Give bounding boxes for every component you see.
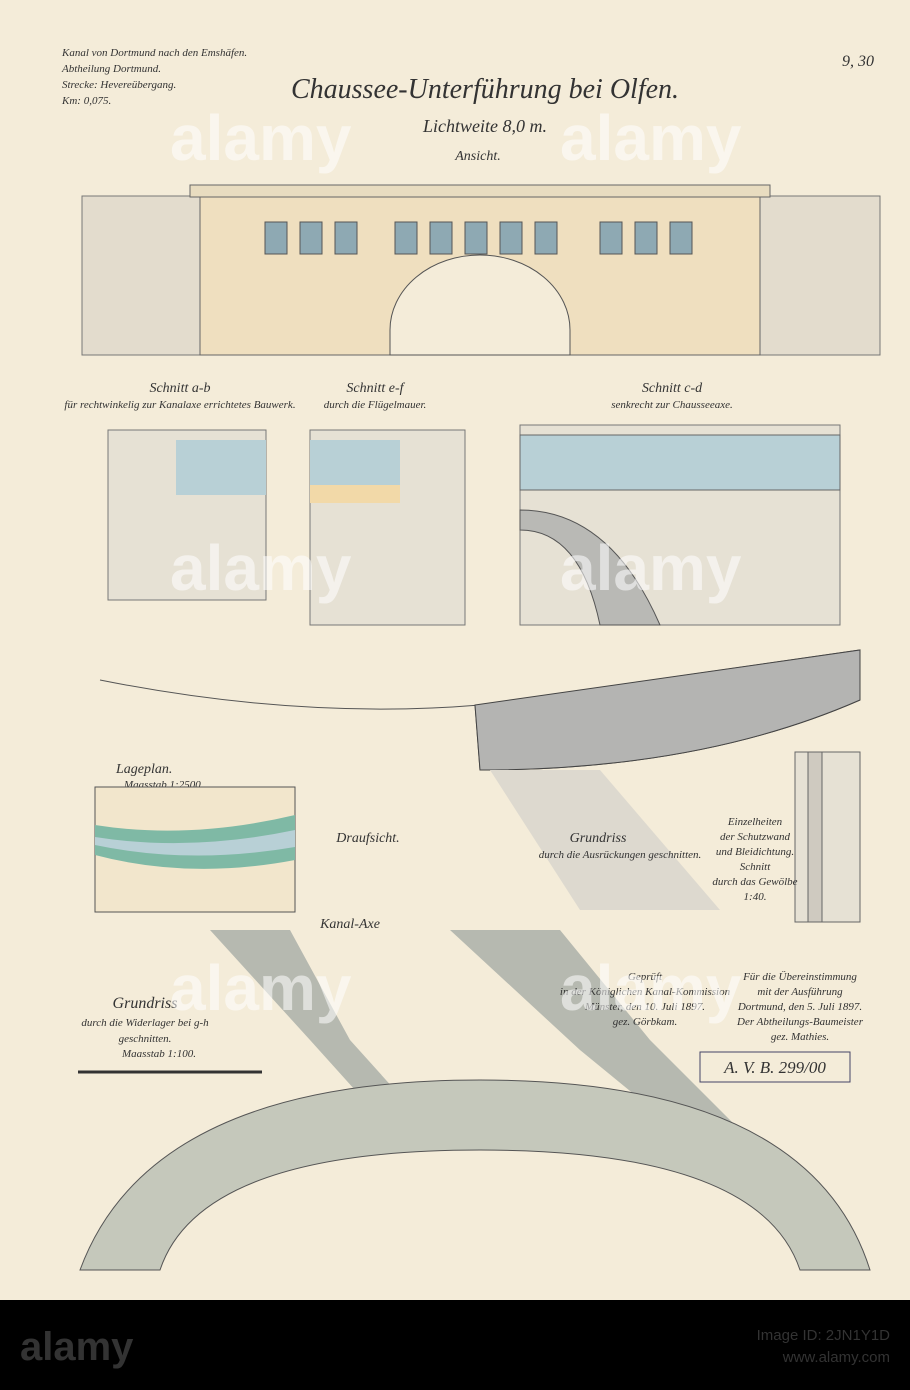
elevation-drawing (81, 184, 881, 356)
detail-drawing (794, 751, 861, 923)
section-drawings (107, 424, 841, 626)
section-title: Schnitt e-f (346, 381, 405, 396)
site-plan (94, 786, 296, 913)
image-id: Image ID: 2JN1Y1D (757, 1327, 891, 1344)
approval-text: Der Abtheilungs-Baumeister (736, 1016, 864, 1028)
detail-label: Schnitt (740, 861, 771, 873)
approval-text: in der Königlichen Kanal-Kommission (560, 986, 731, 998)
top-view-drawing (99, 649, 861, 910)
watermark: alamy (560, 102, 742, 174)
stamp: A. V. B. 299/00 (723, 1058, 826, 1077)
plan-title: Grundriss (570, 831, 627, 846)
plan-scale: Maasstab 1:100. (121, 1048, 196, 1060)
detail-label: durch das Gewölbe (712, 876, 797, 888)
watermark: alamy (170, 102, 352, 174)
plan-note: geschnitten. (119, 1033, 172, 1045)
header-line: Strecke: Hevereübergang. (62, 79, 176, 91)
lower-plan-drawing (79, 930, 871, 1271)
sheet-number: 9, 30 (842, 53, 874, 70)
top-view-label: Draufsicht. (335, 831, 399, 846)
stamp-box (699, 1051, 851, 1083)
section-title: Schnitt a-b (149, 381, 210, 396)
footer-bar (0, 1300, 910, 1390)
subtitle: Lichtweite 8,0 m. (422, 116, 547, 136)
site-url: www.alamy.com (782, 1349, 890, 1366)
footer-brand: alamy (20, 1325, 134, 1369)
section-note: für rechtwinkelig zur Kanalaxe errichtet… (64, 399, 295, 411)
section-note: durch die Flügelmauer. (324, 399, 427, 411)
section-note: senkrecht zur Chausseeaxe. (611, 399, 732, 411)
detail-label: der Schutzwand (720, 831, 790, 843)
canal-axis-label: Kanal-Axe (319, 917, 380, 932)
watermark: alamy (560, 952, 742, 1024)
approval-text: Dortmund, den 5. Juli 1897. (737, 1001, 862, 1013)
detail-label: 1:40. (744, 891, 767, 903)
detail-label: Einzelheiten (727, 816, 783, 828)
view-label: Ansicht. (454, 149, 501, 164)
approval-text: gez. Mathies. (771, 1031, 829, 1043)
plan-note: durch die Ausrückungen geschnitten. (539, 849, 702, 861)
approval-text: gez. Görbkam. (613, 1016, 677, 1028)
approval-text: Für die Übereinstimmung (742, 971, 857, 983)
approval-text: Münster, den 10. Juli 1897. (584, 1001, 705, 1013)
plan-title: Grundriss (113, 995, 178, 1012)
plan-note: durch die Widerlager bei g-h (81, 1017, 209, 1029)
watermark: alamy (170, 952, 352, 1024)
approval-text: Geprüft (628, 971, 663, 983)
title: Chaussee-Unterführung bei Olfen. (291, 74, 679, 105)
header-line: Km: 0,075. (61, 95, 111, 107)
header-line: Kanal von Dortmund nach den Emshäfen. (61, 47, 247, 59)
detail-label: und Bleidichtung. (716, 846, 794, 858)
approval-text: mit der Ausführung (757, 986, 843, 998)
watermark: alamy (170, 532, 352, 604)
site-plan-title: Lageplan. (115, 762, 172, 777)
section-title: Schnitt c-d (642, 381, 703, 396)
watermark: alamy (560, 532, 742, 604)
header-line: Abtheilung Dortmund. (61, 63, 161, 75)
